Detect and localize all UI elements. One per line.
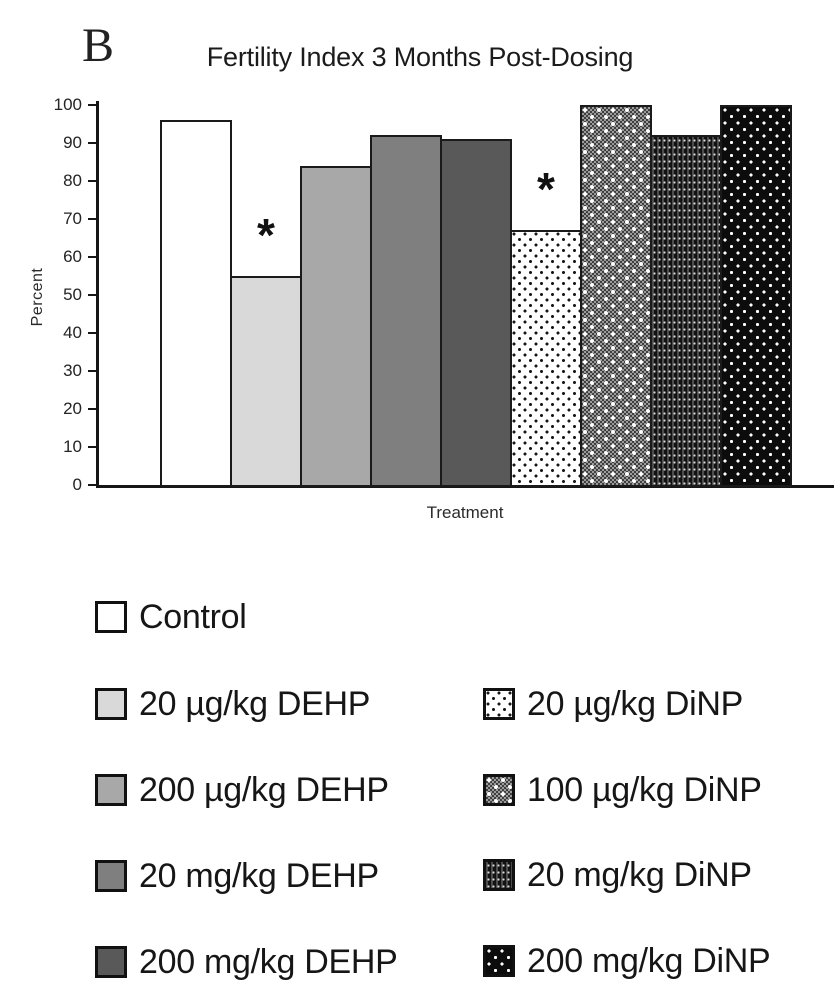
legend-swatch-solid-dark-gray [95, 946, 127, 978]
legend-label: 200 mg/kg DEHP [139, 943, 398, 981]
legend-item-200-mg-kg-dehp: 200 mg/kg DEHP [95, 942, 398, 982]
legend-label: 20 mg/kg DiNP [527, 856, 752, 894]
y-tick-label-30: 30 [63, 361, 82, 380]
bar-200-mg-kg-dinp [720, 105, 792, 487]
bar-20-mg-kg-dinp [650, 135, 722, 487]
y-tick-mark-40 [88, 332, 97, 334]
legend-item-20-mg-kg-dinp: 20 mg/kg DiNP [483, 855, 752, 895]
y-tick-mark-10 [88, 446, 97, 448]
legend-swatch-gray-checker-white-dots [483, 774, 515, 806]
y-tick-mark-0 [88, 484, 97, 486]
legend-swatch-solid-white [95, 601, 127, 633]
y-tick-mark-60 [88, 256, 97, 258]
legend-label: 20 mg/kg DEHP [139, 857, 379, 895]
y-tick-mark-80 [88, 180, 97, 182]
legend-swatch-solid-medium-gray [95, 774, 127, 806]
bar-200-mg-kg-dehp [440, 139, 512, 487]
legend-item-20-g-kg-dehp: 20 µg/kg DEHP [95, 684, 370, 724]
legend-item-100-g-kg-dinp: 100 µg/kg DiNP [483, 770, 762, 810]
y-tick-label-50: 50 [63, 285, 82, 304]
legend-swatch-black-white-dots [483, 945, 515, 977]
legend-item-200-g-kg-dehp: 200 µg/kg DEHP [95, 770, 389, 810]
legend-swatch-solid-light-gray [95, 688, 127, 720]
bar-20-mg-kg-dehp [370, 135, 442, 487]
y-tick-label-10: 10 [63, 437, 82, 456]
bar-20-g-kg-dehp [230, 276, 302, 487]
y-tick-label-60: 60 [63, 247, 82, 266]
legend-label: 200 mg/kg DiNP [527, 942, 771, 980]
bar-100-g-kg-dinp [580, 105, 652, 487]
y-tick-mark-50 [88, 294, 97, 296]
bar-control [160, 120, 232, 487]
legend-label: Control [139, 598, 247, 636]
y-tick-label-80: 80 [63, 171, 82, 190]
legend-item-200-mg-kg-dinp: 200 mg/kg DiNP [483, 941, 771, 981]
bar-20-g-kg-dinp [510, 230, 582, 487]
panel-label: B [82, 19, 115, 72]
legend-swatch-dark-fine-grid [483, 859, 515, 891]
x-axis-label: Treatment [426, 503, 504, 522]
y-tick-label-100: 100 [53, 95, 82, 114]
significance-asterisk: * [257, 209, 275, 261]
legend-item-20-g-kg-dinp: 20 µg/kg DiNP [483, 684, 743, 724]
y-tick-label-70: 70 [63, 209, 82, 228]
y-tick-mark-20 [88, 408, 97, 410]
legend-item-20-mg-kg-dehp: 20 mg/kg DEHP [95, 856, 379, 896]
y-axis-line [96, 101, 99, 487]
legend-swatch-white-black-dots [483, 688, 515, 720]
y-tick-label-90: 90 [63, 133, 82, 152]
y-tick-mark-30 [88, 370, 97, 372]
legend-label: 100 µg/kg DiNP [527, 771, 762, 809]
y-tick-label-0: 0 [72, 475, 82, 494]
significance-asterisk: * [537, 163, 555, 216]
y-tick-label-40: 40 [63, 323, 82, 342]
legend-label: 20 µg/kg DEHP [139, 685, 371, 723]
bar-200-g-kg-dehp [300, 165, 372, 487]
legend-label: 200 µg/kg DEHP [139, 771, 389, 809]
plot-area: * * [96, 105, 834, 487]
chart-title: Fertility Index 3 Months Post-Dosing [206, 42, 634, 72]
y-tick-mark-90 [88, 142, 97, 144]
y-tick-mark-100 [88, 104, 97, 106]
legend-swatch-solid-gray [95, 860, 127, 892]
y-tick-label-20: 20 [63, 399, 82, 418]
legend-item-control: Control [95, 597, 247, 637]
legend-label: 20 µg/kg DiNP [527, 685, 744, 723]
y-tick-mark-70 [88, 218, 97, 220]
